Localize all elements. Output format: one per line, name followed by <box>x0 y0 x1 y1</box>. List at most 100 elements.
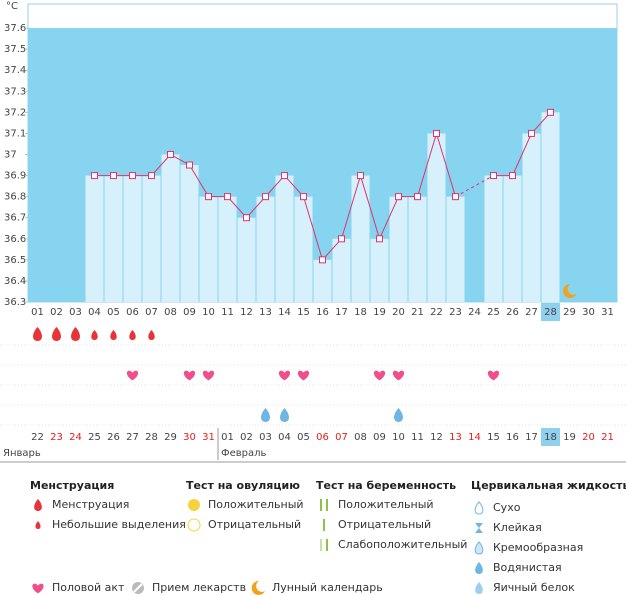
light-bleeding-icon <box>110 330 117 340</box>
date-label: 29 <box>164 432 177 443</box>
y-tick-label: 37.1 <box>4 128 26 139</box>
date-label: 22 <box>31 432 44 443</box>
legend-icon <box>474 501 484 515</box>
date-label: 27 <box>126 432 139 443</box>
x-tick-label: 14 <box>278 307 291 318</box>
legend-icon <box>188 499 200 511</box>
legend-icon <box>475 582 483 594</box>
intercourse-icon <box>126 370 139 381</box>
legend-label: Слабоположительный <box>338 538 467 551</box>
x-tick-label: 04 <box>88 307 101 318</box>
point-marker <box>110 172 117 180</box>
legend-label: Положительный <box>338 498 434 511</box>
date-label: 17 <box>525 432 538 443</box>
x-tick-label: 27 <box>525 307 538 318</box>
date-label: 20 <box>582 432 595 443</box>
bar <box>351 175 370 302</box>
temperature-line <box>94 112 551 261</box>
legend-icon <box>251 580 265 595</box>
point-marker <box>509 172 516 180</box>
point-marker <box>395 193 402 201</box>
point-marker <box>414 193 421 201</box>
bar <box>541 112 560 302</box>
x-tick-label: 16 <box>316 307 329 318</box>
date-label: 30 <box>183 432 196 443</box>
month-label: Февраль <box>221 448 267 459</box>
point-marker <box>148 172 155 180</box>
point-marker <box>281 172 288 180</box>
bar <box>85 175 104 302</box>
x-tick-label: 11 <box>221 307 234 318</box>
legend-icon <box>326 539 328 551</box>
point-marker <box>129 172 136 180</box>
bar <box>123 175 142 302</box>
point-marker <box>452 193 459 201</box>
date-label: 07 <box>335 432 348 443</box>
intercourse-icon <box>297 370 310 381</box>
month-label: Январь <box>3 448 41 459</box>
y-tick-label: 36.7 <box>4 213 26 224</box>
x-tick-label: 20 <box>392 307 405 318</box>
bar <box>446 196 465 302</box>
intercourse-icon <box>202 370 215 381</box>
x-tick-label: 19 <box>373 307 386 318</box>
bar <box>408 196 427 302</box>
date-label: 03 <box>259 432 272 443</box>
bar <box>332 238 351 302</box>
legend-icon <box>326 499 328 511</box>
bar <box>503 175 522 302</box>
gap-connector <box>455 175 494 198</box>
moon-icon <box>563 283 577 298</box>
x-tick-label: 09 <box>183 307 196 318</box>
x-tick-label: 01 <box>31 307 44 318</box>
x-tick-label: 13 <box>259 307 272 318</box>
y-tick-label: 36.6 <box>4 234 26 245</box>
intercourse-icon <box>392 370 405 381</box>
x-tick-label: 29 <box>563 307 576 318</box>
date-label: 31 <box>202 432 215 443</box>
bar <box>313 259 332 302</box>
bar <box>275 175 294 302</box>
legend-label: Клейкая <box>493 521 542 534</box>
legend-icon <box>133 583 143 593</box>
intercourse-icon <box>373 370 386 381</box>
bar <box>427 133 446 302</box>
date-label: 25 <box>88 432 101 443</box>
bar <box>389 196 408 302</box>
x-tick-label: 03 <box>69 307 82 318</box>
date-label: 04 <box>278 432 291 443</box>
x-tick-label: 18 <box>354 307 367 318</box>
point-marker <box>490 172 497 180</box>
y-tick-label: 36.4 <box>4 276 26 287</box>
y-tick-label: 37.2 <box>4 107 26 118</box>
legend-title: Тест на беременность <box>316 479 456 492</box>
point-marker <box>91 172 98 180</box>
x-tick-label: 31 <box>601 307 614 318</box>
point-marker <box>243 214 250 222</box>
point-marker <box>319 256 326 264</box>
bar <box>104 175 123 302</box>
date-label: 21 <box>601 432 614 443</box>
date-label: 09 <box>373 432 386 443</box>
x-tick-label: 26 <box>506 307 519 318</box>
point-marker <box>262 193 269 201</box>
y-tick-label: 36.5 <box>4 255 26 266</box>
legend-label: Отрицательный <box>338 518 431 531</box>
light-bleeding-icon <box>91 330 98 340</box>
y-tick-label: 36.9 <box>4 171 26 182</box>
legend-label: Водянистая <box>493 561 562 574</box>
legend-label: Кремообразная <box>493 541 583 554</box>
x-tick-label: 17 <box>335 307 348 318</box>
legend-label: Отрицательный <box>208 518 301 531</box>
x-tick-label: 22 <box>430 307 443 318</box>
date-label: 18 <box>544 432 557 443</box>
bar <box>199 196 218 302</box>
legend-title: Цервикальная жидкость <box>471 479 626 492</box>
bar <box>370 238 389 302</box>
bar <box>218 196 237 302</box>
date-label: 11 <box>411 432 424 443</box>
x-tick-label: 06 <box>126 307 139 318</box>
bar <box>161 154 180 302</box>
x-tick-label: 30 <box>582 307 595 318</box>
